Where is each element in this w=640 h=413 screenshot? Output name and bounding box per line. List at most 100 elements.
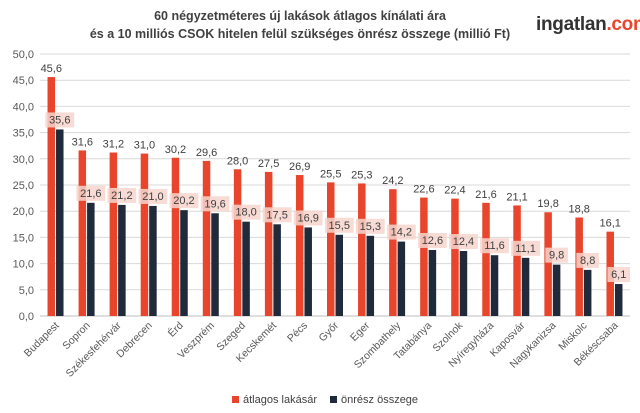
data-label-price: 25,3 [351, 169, 372, 181]
bar-own-contribution [304, 227, 312, 316]
data-label-bg [386, 224, 416, 240]
data-label-own-contribution: 15,3 [360, 221, 381, 233]
data-label-price: 16,1 [600, 218, 621, 230]
y-tick-label: 25,0 [13, 180, 34, 192]
bar-own-contribution [273, 224, 281, 316]
y-tick-label: 5,0 [19, 285, 34, 297]
data-label-own-contribution: 14,2 [391, 227, 412, 239]
bar-own-contribution [521, 257, 530, 316]
bar-own-contribution [149, 205, 157, 316]
bar-price [420, 197, 428, 316]
bar-own-contribution [366, 235, 375, 316]
data-label-bg [231, 204, 261, 220]
y-tick-label: 40,0 [13, 101, 34, 113]
data-label-bg [511, 240, 540, 256]
bar-price [264, 171, 273, 316]
logo-name: ingatlan [536, 14, 607, 35]
bar-own-contribution [490, 255, 499, 316]
data-label-price: 19,8 [537, 198, 558, 210]
data-label-own-contribution: 21,2 [111, 190, 132, 202]
data-label-own-contribution: 11,6 [484, 240, 505, 252]
data-label-bg [76, 185, 106, 201]
data-label-own-contribution: 17,5 [266, 209, 287, 221]
data-label-own-contribution: 21,0 [142, 191, 163, 203]
data-label-own-contribution: 12,4 [453, 236, 474, 248]
data-label-own-contribution: 11,1 [515, 243, 536, 255]
data-label-price: 21,1 [506, 191, 527, 203]
bar-price [358, 183, 366, 316]
data-label-own-contribution: 19,6 [204, 198, 225, 210]
bar-own-contribution [87, 202, 95, 316]
bar-own-contribution [552, 264, 561, 316]
legend-label-own-contribution: önrész összege [341, 394, 418, 406]
y-tick-label: 0,0 [19, 311, 34, 323]
data-label-price: 29,6 [196, 147, 217, 159]
x-category-label: Székesfehérvár [64, 319, 124, 379]
logo-tld: .com [606, 14, 640, 35]
data-label-bg [200, 196, 230, 212]
y-tick-label: 20,0 [13, 206, 34, 218]
data-label-bg [545, 247, 568, 263]
data-label-price: 45,6 [41, 63, 62, 75]
data-label-price: 31,6 [72, 136, 93, 148]
data-label-price: 21,6 [475, 189, 496, 201]
data-label-own-contribution: 12,6 [422, 235, 443, 247]
bar-price [327, 182, 335, 316]
data-label-price: 18,8 [568, 203, 589, 215]
data-label-bg [607, 267, 631, 283]
bar-price [295, 175, 304, 316]
data-label-price: 31,0 [134, 140, 155, 152]
data-label-price: 27,5 [258, 158, 279, 170]
data-label-bg [480, 238, 509, 254]
bar-own-contribution [428, 249, 437, 316]
data-label-bg [324, 217, 354, 233]
data-label-bg [293, 210, 323, 226]
data-label-own-contribution: 18,0 [235, 207, 256, 219]
data-label-price: 26,9 [289, 161, 310, 173]
data-label-bg [107, 187, 137, 203]
y-tick-label: 45,0 [13, 75, 34, 87]
bar-own-contribution [56, 129, 64, 316]
data-label-own-contribution: 16,9 [297, 212, 318, 224]
bar-price [389, 189, 397, 316]
y-tick-label: 15,0 [13, 232, 34, 244]
bar-own-contribution [211, 213, 219, 316]
data-label-bg [169, 193, 199, 209]
x-category-label: Pécs [285, 320, 310, 345]
data-label-bg [45, 112, 75, 128]
data-label-bg [418, 232, 447, 248]
bar-price [171, 157, 180, 316]
data-label-bg [449, 234, 478, 250]
bar-own-contribution [459, 251, 468, 316]
bar-own-contribution [335, 234, 343, 316]
bar-price [544, 212, 552, 316]
bar-price [78, 150, 87, 316]
data-label-own-contribution: 8,8 [580, 255, 595, 267]
bar-own-contribution [118, 204, 126, 316]
data-label-bg [138, 188, 168, 204]
bar-price [513, 205, 521, 316]
y-tick-label: 35,0 [13, 128, 34, 140]
data-label-price: 22,4 [444, 185, 465, 197]
chart-title: 60 négyzetméteres új lakások átlagos kín… [40, 7, 560, 43]
bar-own-contribution [614, 284, 623, 316]
data-label-price: 31,2 [103, 139, 124, 151]
bar-own-contribution [397, 241, 406, 316]
data-label-price: 30,2 [165, 144, 186, 156]
data-label-own-contribution: 35,6 [49, 114, 70, 126]
brand-logo: ingatlan.com [536, 14, 640, 36]
x-category-label: Eger [348, 319, 373, 344]
bar-price [233, 169, 242, 316]
x-category-label: Budapest [22, 320, 62, 360]
data-label-price: 28,0 [227, 155, 248, 167]
bar-price [202, 160, 211, 316]
data-label-own-contribution: 9,8 [549, 250, 564, 262]
x-category-label: Győr [317, 319, 342, 344]
data-label-bg [355, 218, 385, 234]
data-label-price: 24,2 [382, 175, 403, 187]
data-label-price: 25,5 [320, 168, 341, 180]
y-tick-label: 10,0 [13, 259, 34, 271]
bar-price [109, 152, 118, 316]
chart-title-line-1: 60 négyzetméteres új lakások átlagos kín… [154, 9, 446, 23]
